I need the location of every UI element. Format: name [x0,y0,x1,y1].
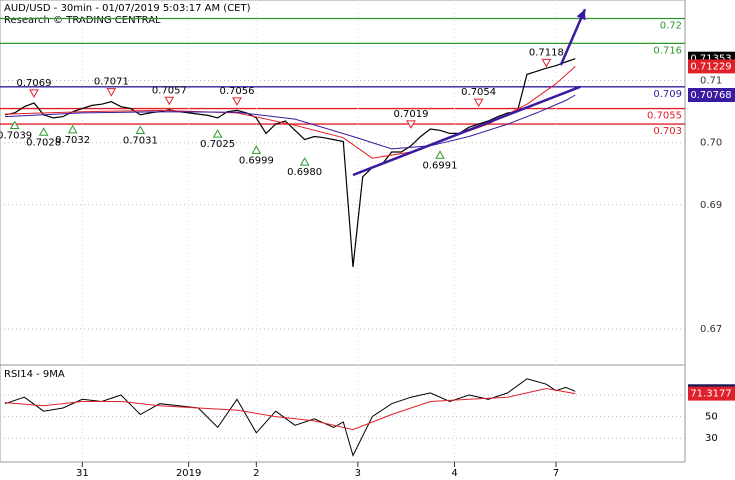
price-box-label: 0.71353 [690,54,731,65]
price-box-label: 0.70768 [690,90,731,101]
rsi-tick-label: 30 [705,433,718,444]
low-marker [9,120,20,129]
arrow-head [576,9,586,21]
low-label: 0.6980 [287,167,322,178]
price-box-label: 0.71229 [690,61,731,72]
low-label: 0.6991 [423,160,458,171]
rsi-box [688,386,735,401]
low-marker [38,127,49,136]
low-marker [435,150,445,159]
high-label: 0.7057 [152,85,187,96]
low-marker [299,157,310,166]
price-line [4,94,576,150]
x-tick-label: 7 [553,468,559,479]
trend-line [352,85,581,177]
low-label: 0.7039 [0,130,32,141]
high-label: 0.7056 [220,86,255,97]
low-label: 0.7025 [200,139,235,150]
high-marker [29,89,39,98]
level-label: 0.709 [653,89,682,100]
level-label: 0.716 [653,45,682,56]
x-tick-label: 2019 [176,468,201,479]
high-marker [473,98,484,108]
low-marker [212,129,223,138]
high-marker [164,96,175,106]
high-marker [406,120,416,129]
x-tick-label: 3 [355,468,361,479]
low-label: 0.6999 [239,155,274,166]
rsi-line [4,387,576,431]
y-tick-label: 0.67 [700,324,722,335]
chart-title: AUD/USD - 30min - 01/07/2019 5:03:17 AM … [4,3,251,14]
y-tick-label: 0.70 [700,138,722,149]
rsi-label: RSI14 - 9MA [4,369,65,380]
low-label: 0.7031 [123,135,158,146]
plot-frame [0,0,686,463]
high-marker [232,97,242,106]
x-tick-label: 31 [76,468,89,479]
level-label: 0.703 [653,126,682,137]
y-tick-label: 0.71 [700,76,722,87]
low-marker [135,125,146,134]
low-label: 0.7028 [26,137,61,148]
y-tick-label: 0.69 [700,200,722,211]
price-box [688,88,735,103]
high-marker [541,58,552,68]
rsi-tick-label: 50 [705,412,718,423]
x-tick-label: 2 [253,468,259,479]
rsi-box-label: 71.3177 [690,389,731,400]
high-label: 0.7071 [94,77,129,88]
price-line [4,66,576,159]
level-label: 0.72 [660,21,682,32]
low-label: 0.7032 [55,135,90,146]
trend-line [559,8,587,66]
high-label: 0.7069 [17,78,52,89]
high-label: 0.7118 [529,47,564,58]
x-tick-label: 4 [451,468,457,479]
high-label: 0.7019 [394,109,429,120]
low-marker [67,124,78,134]
high-marker [106,88,117,97]
low-marker [251,145,262,154]
price-line [4,58,576,267]
high-label: 0.7054 [461,87,496,98]
level-label: 0.7055 [647,111,682,122]
rsi-line [4,378,576,457]
price-box [688,59,735,74]
